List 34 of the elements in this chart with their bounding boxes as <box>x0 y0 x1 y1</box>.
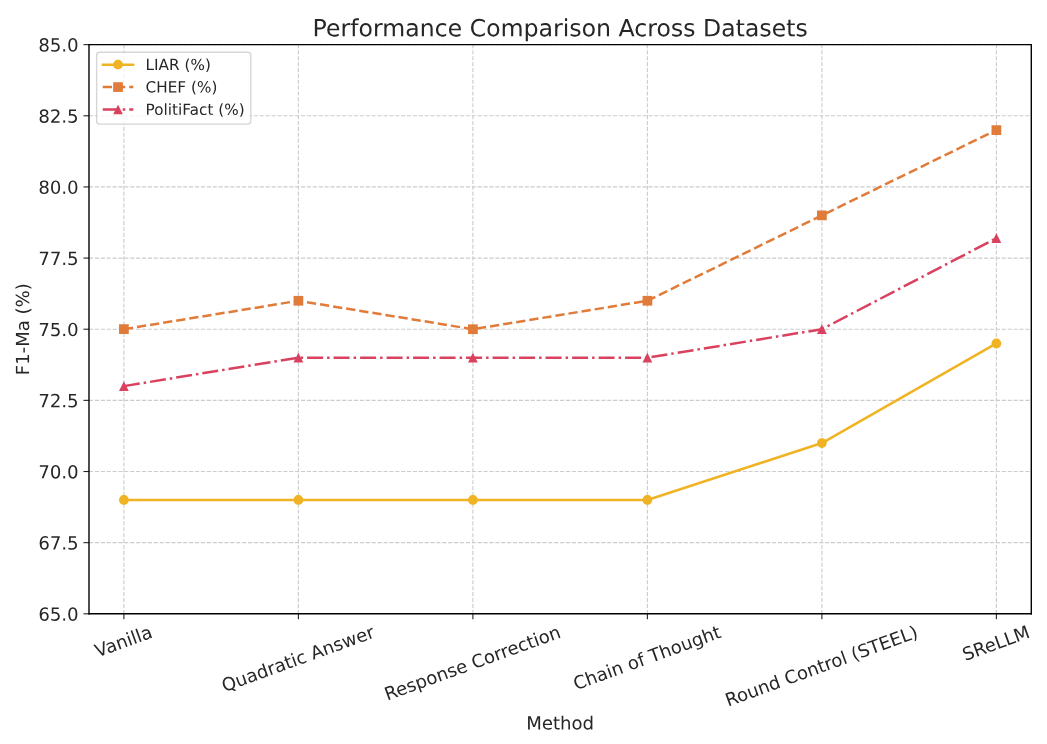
point <box>642 295 653 306</box>
point <box>119 324 129 335</box>
y-tick-label: 75.0 <box>39 322 78 337</box>
y-tick-label: 82.5 <box>39 109 77 123</box>
point <box>817 438 827 448</box>
point <box>293 495 304 505</box>
point <box>642 495 653 505</box>
x-axis-title: Method <box>528 715 593 730</box>
legend-label: LIAR (%) <box>147 58 210 73</box>
y-tick-label: 77.5 <box>39 251 77 266</box>
point <box>293 352 304 363</box>
chart-title: Performance Comparison Across Datasets <box>314 18 807 42</box>
y-axis-title: F1-Ma (%) <box>15 284 32 374</box>
point <box>642 352 653 363</box>
point <box>817 210 827 221</box>
legend-label: PolitiFact (%) <box>147 103 244 117</box>
point <box>468 352 478 363</box>
point <box>468 495 478 505</box>
y-tick-label: 80.0 <box>39 180 78 195</box>
y-tick-label: 70.0 <box>39 464 78 479</box>
point <box>817 324 827 335</box>
point <box>991 338 1002 349</box>
point <box>468 324 478 335</box>
point <box>991 233 1002 244</box>
point <box>991 125 1002 135</box>
legend-label: CHEF (%) <box>146 80 217 95</box>
y-tick-label: 65.0 <box>39 607 78 621</box>
point <box>119 381 129 391</box>
x-tick-label: Vanilla <box>93 624 153 658</box>
y-tick-label: 67.5 <box>39 536 77 550</box>
y-tick-label: 85.0 <box>39 38 78 52</box>
y-tick-label: 72.5 <box>39 393 77 408</box>
point <box>293 295 304 306</box>
point <box>119 495 129 505</box>
